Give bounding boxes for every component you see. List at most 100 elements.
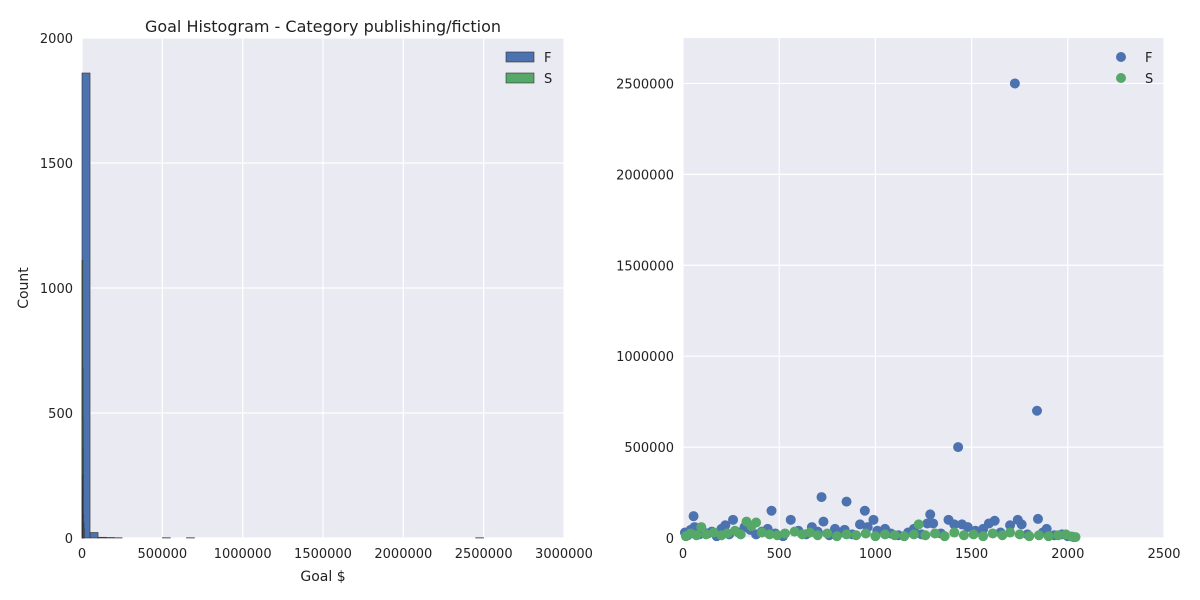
scatter-point-S [860, 528, 871, 539]
scatter-point-F [1032, 513, 1043, 524]
scatter-point-S [841, 529, 852, 540]
histogram-title: Goal Histogram - Category publishing/fic… [145, 17, 501, 36]
scatter-point-S [978, 531, 989, 542]
x-tick-label: 500000 [138, 547, 188, 562]
histogram-chart: 0 500000 1000000 1500000 2000000 2500000 30000… [16, 17, 593, 585]
scatter-point-S [772, 530, 783, 541]
histogram-x-axis-label: Goal $ [300, 569, 345, 585]
x-tick-label: 1000 [859, 547, 892, 562]
scatter-point-S [908, 529, 919, 540]
scatter-legend: FS [1116, 51, 1153, 87]
x-tick-label: 3000000 [535, 547, 593, 562]
scatter-point-F [855, 519, 866, 530]
y-tick-label: 1500 [40, 157, 73, 172]
scatter-point-S [939, 531, 950, 542]
scatter-point-S [1024, 531, 1035, 542]
legend-label-F: F [544, 51, 551, 66]
scatter-point-S [696, 522, 707, 533]
y-tick-label: 500 [48, 407, 73, 422]
legend-label-S: S [544, 72, 552, 87]
scatter-chart: 0 500 1000 1500 2000 2500 0 500000 1000000 15000… [616, 38, 1181, 562]
x-tick-label: 2000 [1051, 547, 1084, 562]
scatter-point-S [880, 529, 891, 540]
legend-label-S: S [1145, 72, 1153, 87]
histogram-x-tick-labels: 0 500000 1000000 1500000 2000000 2500000 30000… [78, 547, 593, 562]
histogram-bar-S [83, 530, 85, 539]
scatter-point-F [1016, 519, 1027, 530]
scatter-points [679, 78, 1081, 543]
scatter-point-S [764, 529, 775, 540]
scatter-point-F [688, 511, 699, 522]
legend-swatch-F [505, 51, 535, 63]
scatter-point-S [797, 529, 808, 540]
scatter-point-S [812, 530, 823, 541]
x-tick-label: 0 [679, 547, 687, 562]
y-tick-label: 1500000 [616, 259, 674, 274]
scatter-point-S [958, 530, 969, 541]
histogram-bar-F [89, 532, 99, 539]
scatter-point-S [997, 530, 1008, 541]
scatter-point-F [989, 515, 1000, 526]
scatter-point-S [1070, 532, 1081, 543]
scatter-point-F [962, 522, 973, 533]
scatter-point-F [728, 514, 739, 525]
scatter-point-F [925, 509, 936, 520]
scatter-point-F [785, 514, 796, 525]
scatter-point-S [889, 530, 900, 541]
x-tick-label: 1500000 [294, 547, 352, 562]
scatter-point-S [949, 527, 960, 538]
legend-marker-S [1116, 73, 1126, 83]
scatter-point-S [691, 530, 702, 541]
scatter-point-F [1009, 78, 1020, 89]
scatter-point-F [720, 520, 731, 531]
legend-swatch-S [505, 72, 535, 84]
scatter-point-S [789, 526, 800, 537]
histogram-bar-F [97, 536, 107, 539]
scatter-point-S [870, 531, 881, 542]
histogram-legend: FS [505, 51, 552, 87]
scatter-point-F [953, 442, 964, 453]
scatter-point-S [987, 528, 998, 539]
histogram-bars [81, 72, 484, 539]
scatter-point-S [735, 529, 746, 540]
scatter-point-F [928, 518, 939, 529]
scatter-point-S [804, 527, 815, 538]
scatter-point-S [1014, 529, 1025, 540]
x-tick-label: 2000000 [374, 547, 432, 562]
scatter-point-F [816, 492, 827, 503]
scatter-point-S [1005, 527, 1016, 538]
y-tick-label: 0 [666, 532, 674, 547]
scatter-point-F [949, 519, 960, 530]
x-tick-label: 500 [767, 547, 792, 562]
scatter-point-S [899, 531, 910, 542]
y-tick-label: 2500000 [616, 77, 674, 92]
scatter-point-S [920, 530, 931, 541]
histogram-y-tick-labels: 0 500 1000 1500 2000 [40, 32, 73, 547]
histogram-bar-F [105, 537, 115, 539]
scatter-y-tick-labels: 0 500000 1000000 1500000 2000000 2500000 [616, 77, 674, 547]
scatter-point-F [859, 505, 870, 516]
scatter-point-S [751, 517, 762, 528]
y-tick-label: 2000000 [616, 168, 674, 183]
scatter-point-S [779, 528, 790, 539]
x-tick-label: 0 [78, 547, 86, 562]
scatter-point-S [756, 527, 767, 538]
y-tick-label: 1000 [40, 282, 73, 297]
x-tick-label: 1500 [955, 547, 988, 562]
scatter-point-S [913, 519, 924, 530]
scatter-plot-area [683, 38, 1164, 538]
scatter-point-S [851, 530, 862, 541]
scatter-point-S [930, 528, 941, 539]
scatter-point-S [822, 528, 833, 539]
scatter-point-S [708, 527, 719, 538]
scatter-point-F [766, 505, 777, 516]
scatter-point-F [818, 516, 829, 527]
scatter-point-S [968, 529, 979, 540]
scatter-point-F [1032, 405, 1043, 416]
histogram-y-axis-label: Count [16, 267, 32, 309]
scatter-point-F [1005, 520, 1016, 531]
scatter-point-F [868, 514, 879, 525]
x-tick-label: 2500 [1147, 547, 1180, 562]
x-tick-label: 2500000 [455, 547, 513, 562]
